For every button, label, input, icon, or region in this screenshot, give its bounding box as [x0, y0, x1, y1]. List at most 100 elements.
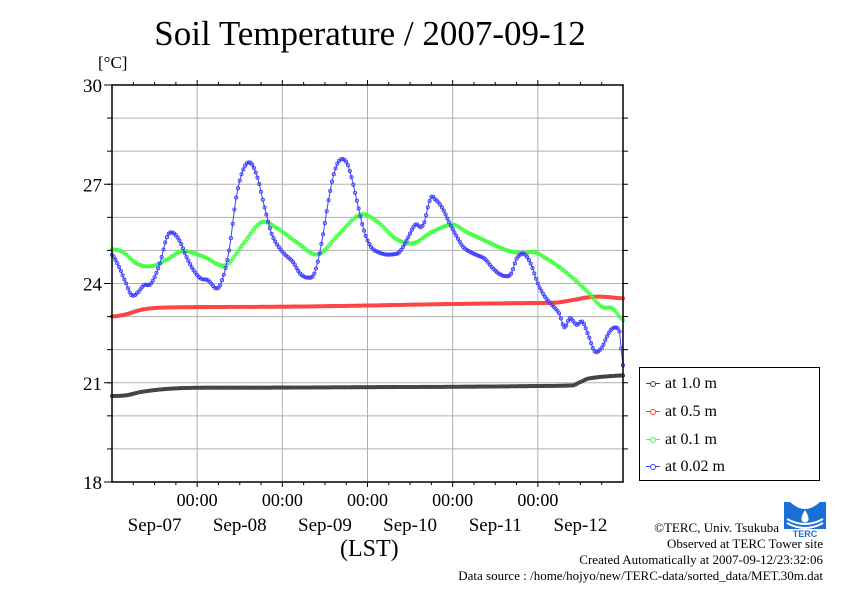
- legend-label: at 1.0 m: [665, 375, 717, 392]
- data-point: [218, 283, 223, 288]
- data-point: [571, 297, 576, 303]
- y-tick-label: 21: [83, 374, 102, 395]
- data-point: [377, 250, 382, 255]
- data-point: [560, 322, 565, 327]
- data-point: [186, 258, 191, 263]
- data-point: [404, 238, 409, 243]
- data-point: [392, 252, 397, 257]
- grid-lines: [112, 85, 623, 482]
- data-point: [406, 235, 411, 240]
- legend-marker-icon: [646, 408, 660, 416]
- x-tick-label: 00:00: [432, 490, 473, 510]
- data-point: [310, 274, 315, 279]
- data-point: [541, 291, 546, 296]
- data-point: [260, 197, 265, 202]
- axis-labels: 18 21 24 27 30 00:00 00:00 00:00 00:00 00:00 Sep-0…: [83, 76, 607, 536]
- data-point: [365, 238, 370, 243]
- data-point: [564, 323, 569, 328]
- data-point: [580, 319, 585, 324]
- data-point: [133, 391, 138, 396]
- data-point: [148, 281, 154, 286]
- x-date-label: Sep-09: [298, 515, 352, 536]
- data-point: [131, 310, 136, 315]
- data-point: [232, 207, 237, 212]
- data-point: [230, 221, 235, 226]
- data-point: [331, 172, 336, 177]
- x-date-label: Sep-08: [213, 515, 267, 536]
- data-point: [425, 205, 430, 210]
- data-point: [400, 245, 406, 250]
- data-point: [143, 306, 148, 312]
- legend-marker-icon: [646, 380, 660, 388]
- x-date-label: Sep-12: [554, 515, 608, 536]
- data-point: [148, 264, 154, 269]
- data-point: [129, 392, 134, 397]
- legend-label: at 0.1 m: [665, 431, 717, 448]
- data-point: [306, 275, 311, 280]
- data-point: [129, 310, 134, 315]
- data-point: [315, 259, 320, 264]
- data-point: [163, 240, 168, 245]
- data-point: [450, 227, 455, 232]
- data-point: [455, 236, 461, 241]
- data-point: [326, 198, 331, 203]
- data-point: [122, 312, 127, 317]
- data-point: [148, 388, 154, 393]
- data-point: [234, 251, 239, 256]
- data-point: [127, 290, 132, 295]
- data-point: [127, 392, 132, 397]
- data-point: [351, 182, 356, 187]
- data-point: [180, 246, 186, 251]
- data-point: [510, 267, 516, 272]
- data-point: [534, 276, 539, 281]
- data-point: [127, 311, 132, 316]
- data-point: [115, 247, 120, 253]
- data-point: [152, 275, 157, 280]
- data-point: [606, 305, 611, 310]
- data-point: [583, 326, 588, 331]
- y-tick-label: 18: [83, 473, 102, 494]
- data-point: [617, 329, 622, 334]
- data-point: [344, 159, 349, 164]
- x-tick-label: 00:00: [177, 490, 218, 510]
- data-point: [585, 331, 590, 336]
- data-point: [500, 273, 505, 278]
- data-point: [262, 205, 267, 210]
- data-point: [124, 312, 129, 317]
- data-point: [225, 257, 230, 263]
- data-point: [599, 345, 604, 351]
- data-point: [601, 342, 606, 347]
- logo-text: TERC: [793, 529, 818, 538]
- data-point: [294, 265, 299, 271]
- data-point: [420, 223, 425, 228]
- data-point: [182, 250, 187, 255]
- data-point: [177, 249, 182, 255]
- data-point: [532, 250, 537, 255]
- data-point: [422, 220, 427, 225]
- created-text: Created Automatically at 2007-09-12/23:3…: [579, 552, 823, 567]
- y-tick-label: 30: [83, 76, 102, 97]
- data-point: [264, 212, 269, 217]
- data-point: [131, 391, 136, 396]
- data-point: [159, 254, 164, 260]
- data-point: [290, 259, 296, 265]
- data-point: [612, 325, 617, 330]
- data-point: [569, 298, 574, 303]
- data-point: [603, 338, 608, 343]
- data-point: [319, 241, 324, 246]
- data-point: [113, 247, 118, 252]
- data-point: [136, 308, 141, 313]
- y-tick-label: 27: [83, 175, 102, 196]
- data-point: [141, 389, 146, 394]
- data-point: [361, 212, 367, 217]
- data-point: [363, 233, 368, 238]
- data-point: [255, 175, 260, 180]
- data-point: [141, 307, 146, 312]
- data-point: [445, 216, 450, 221]
- data-point: [322, 221, 327, 226]
- data-point: [257, 182, 262, 187]
- data-point: [356, 206, 361, 211]
- data-point: [402, 241, 407, 246]
- data-point: [349, 175, 354, 180]
